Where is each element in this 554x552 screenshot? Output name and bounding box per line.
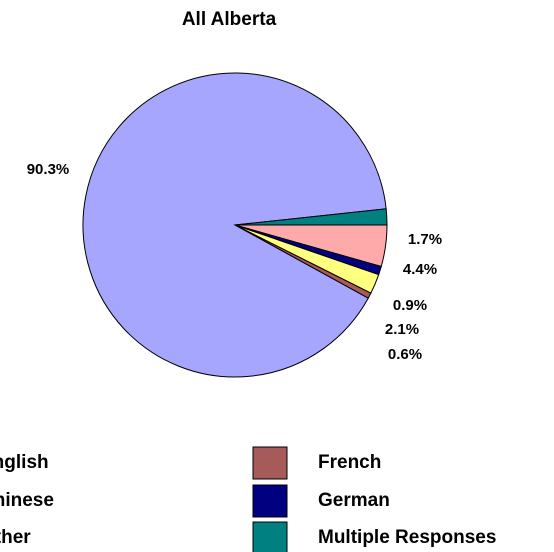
- data-label: 0.6%: [388, 346, 422, 363]
- legend-label: Multiple Responses: [318, 527, 496, 548]
- legend-swatch: [252, 446, 288, 480]
- legend-swatch: [252, 484, 288, 518]
- data-label: 4.4%: [403, 261, 437, 278]
- legend-label: Other: [0, 527, 31, 548]
- legend-label: English: [0, 452, 49, 473]
- data-label: 0.9%: [393, 297, 427, 314]
- data-label: 90.3%: [27, 161, 70, 178]
- pie-slice: [82, 72, 387, 378]
- data-label: 2.1%: [385, 321, 419, 338]
- legend-label: French: [318, 452, 381, 473]
- legend-label: Chinese: [0, 490, 54, 511]
- legend-label: German: [318, 490, 390, 511]
- data-label: 1.7%: [408, 231, 442, 248]
- chart-title: All Alberta: [182, 9, 277, 30]
- pie-slice: [234, 208, 388, 226]
- legend-swatch: [252, 521, 288, 552]
